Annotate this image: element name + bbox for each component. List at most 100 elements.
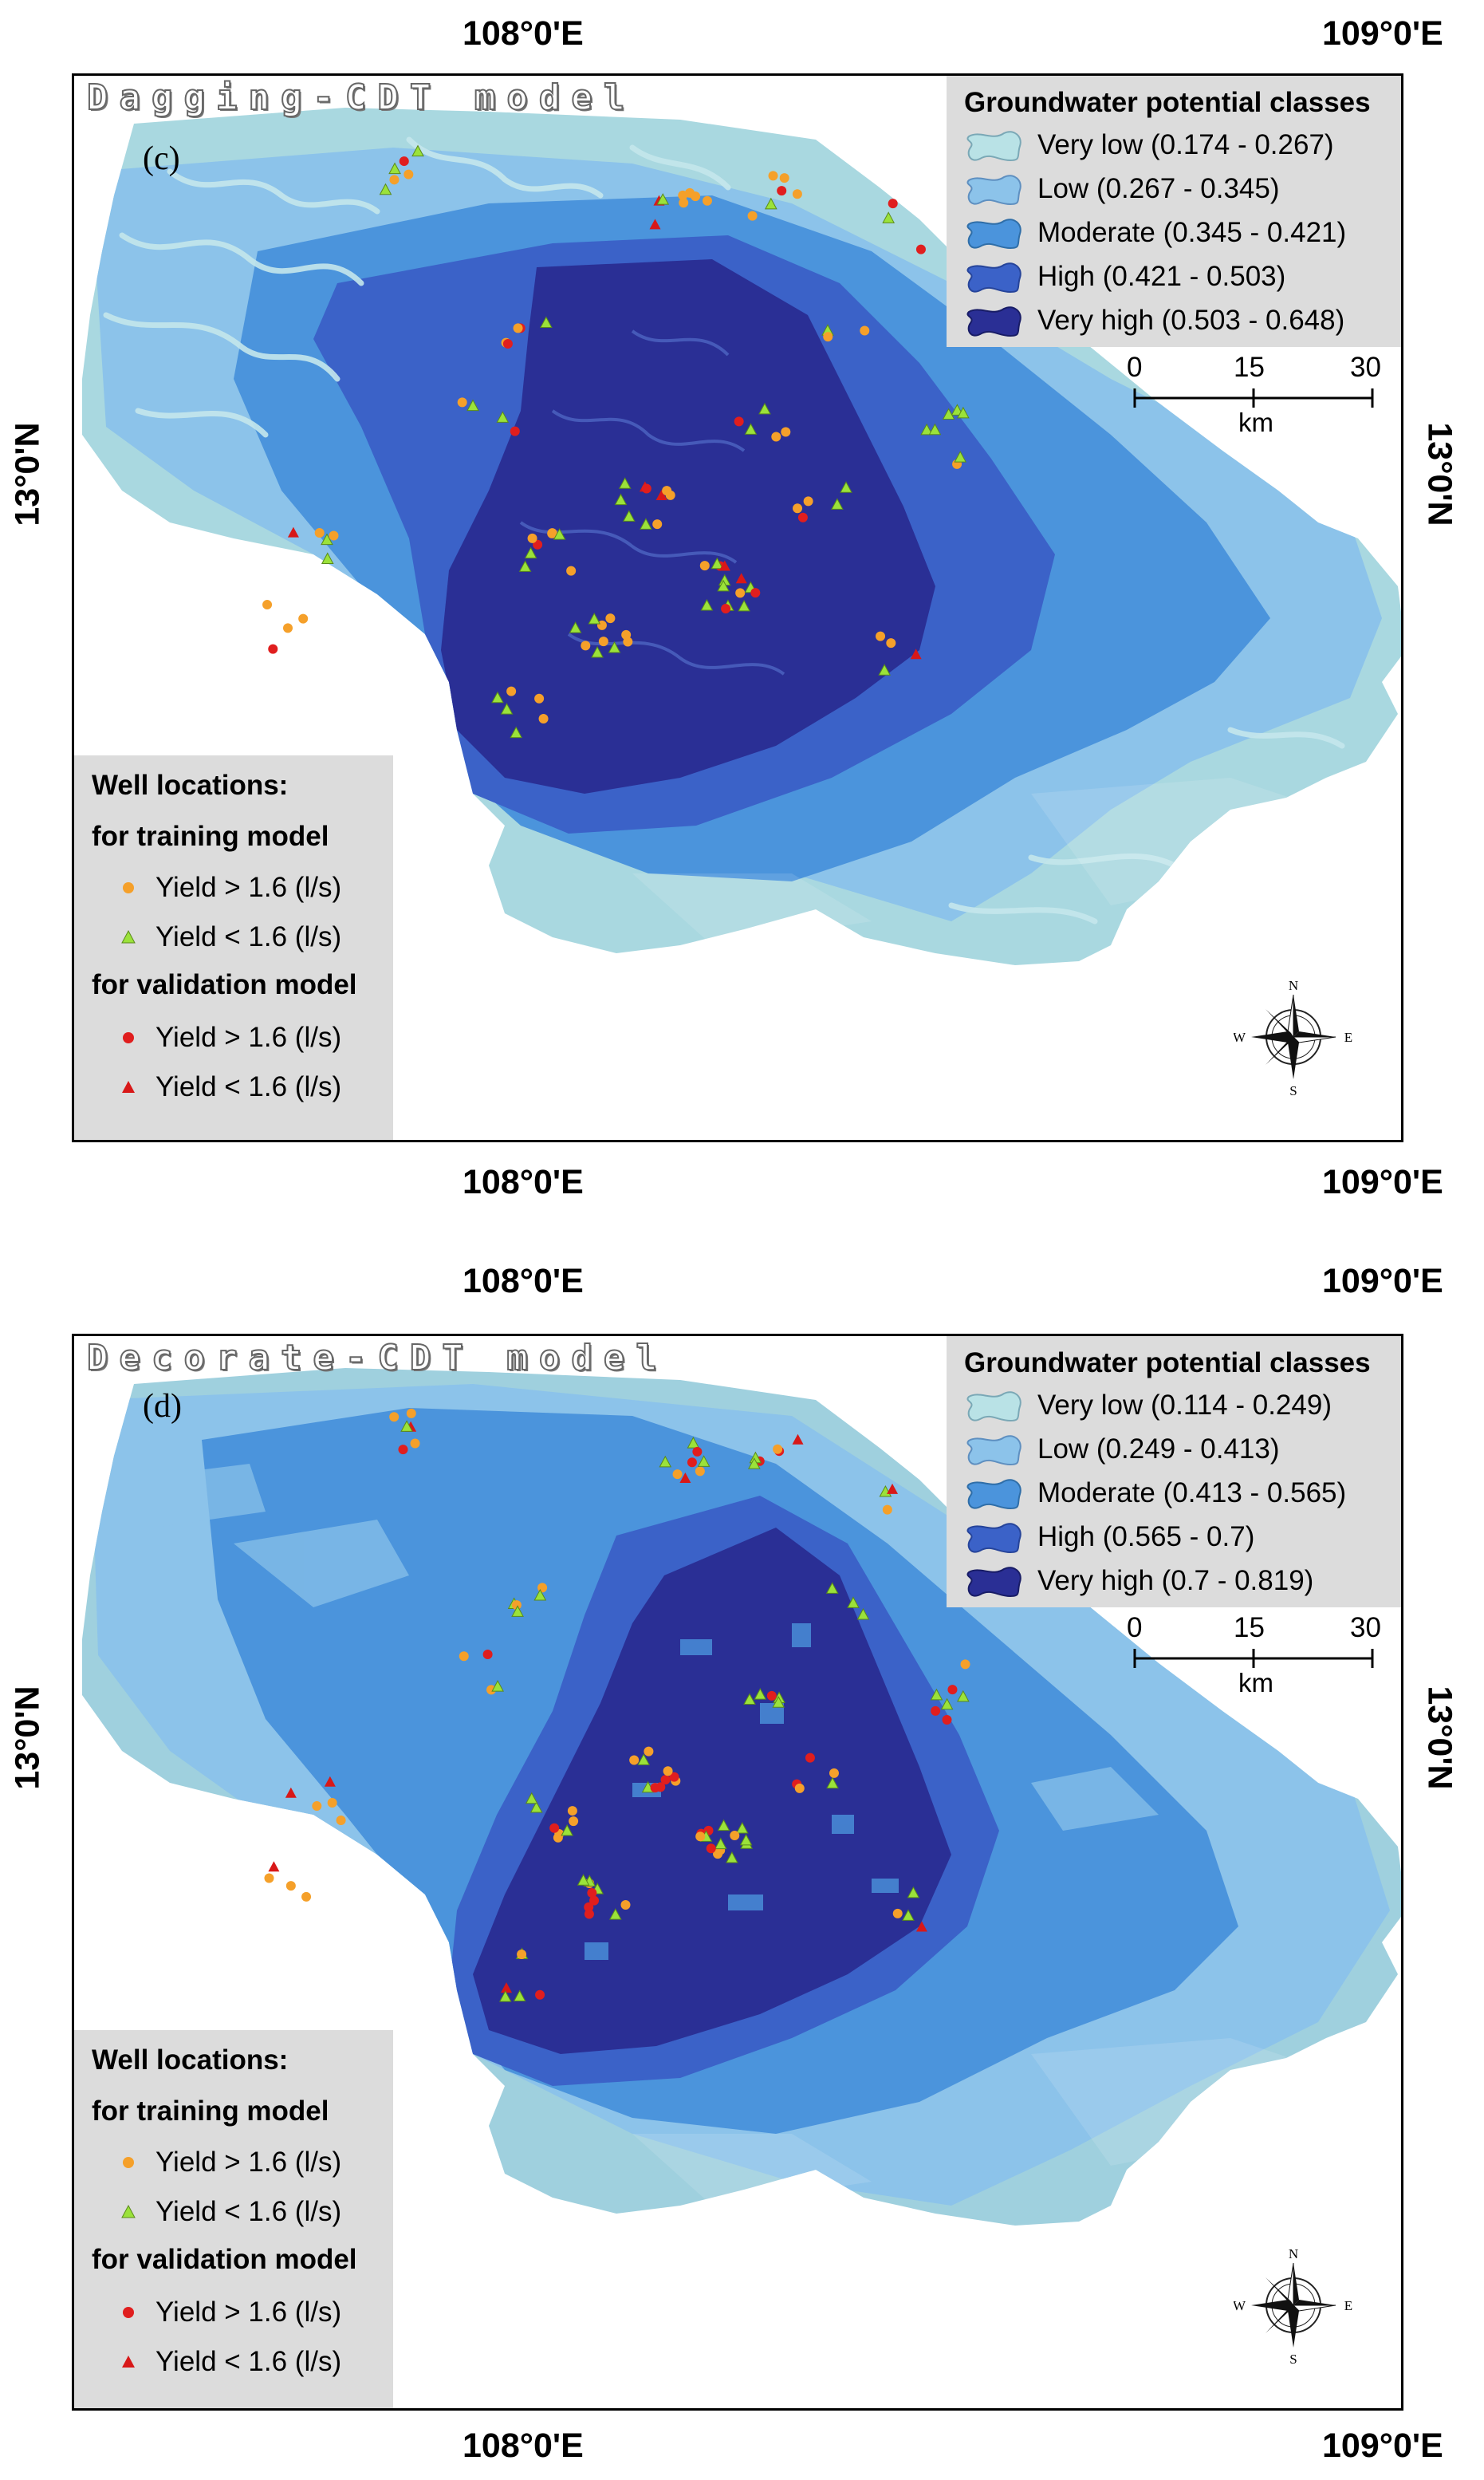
map-frame: Decorate-CDT model (d) Groundwater poten… <box>72 1334 1403 2411</box>
well-marker-training-low <box>388 162 401 175</box>
well-marker-validation-high <box>587 1887 597 1898</box>
well-marker-validation-high <box>660 1775 671 1785</box>
well-marker-training-high <box>781 427 791 437</box>
scale-tick-30: 30 <box>1350 1612 1381 1643</box>
well-marker-training-low <box>618 477 632 489</box>
wells-label: Yield < 1.6 (l/s) <box>155 1071 342 1102</box>
well-marker-training-high <box>644 1746 654 1757</box>
well-marker-training-high <box>747 211 758 221</box>
well-marker-training-high <box>336 1816 346 1826</box>
well-marker-validation-high <box>915 244 926 254</box>
well-marker-validation-high <box>650 1783 660 1793</box>
well-marker-training-high <box>527 533 537 543</box>
legend-swatch-icon <box>966 219 1021 250</box>
well-marker-training-high <box>457 397 467 408</box>
compass-west: W <box>1234 1030 1246 1045</box>
well-marker-training-low <box>411 144 424 157</box>
scale-tick-30: 30 <box>1350 352 1381 383</box>
red-circle-icon <box>123 2307 134 2318</box>
well-marker-training-high <box>672 1469 683 1480</box>
scale-line <box>1133 388 1374 408</box>
well-marker-validation-high <box>510 426 520 436</box>
compass-east: E <box>1344 2298 1352 2313</box>
well-marker-training-high <box>282 623 293 633</box>
well-marker-training-low <box>697 1455 711 1467</box>
well-marker-training-low <box>529 1800 543 1813</box>
well-marker-training-high <box>517 1949 527 1959</box>
well-marker-training-low <box>577 1874 590 1886</box>
legend-swatch-icon <box>966 1567 1021 1598</box>
well-marker-validation-high <box>706 1843 716 1854</box>
scale-line <box>1133 1649 1374 1668</box>
legend-wells: Well locations: for training model Yield… <box>74 755 393 1140</box>
wells-training-yield-low: Yield < 1.6 (l/s) <box>120 2196 341 2228</box>
well-marker-training-high <box>771 432 781 442</box>
well-marker-training-high <box>768 171 778 181</box>
well-marker-validation-high <box>692 1446 703 1457</box>
well-marker-training-high <box>679 198 689 208</box>
well-marker-training-high <box>566 566 577 576</box>
well-marker-validation-low <box>649 219 661 230</box>
compass-north: N <box>1289 978 1298 993</box>
well-marker-training-low <box>500 703 514 715</box>
well-marker-training-low <box>321 552 334 564</box>
well-marker-training-high <box>389 175 400 185</box>
legend-class-label: Very high (0.7 - 0.819) <box>1037 1565 1314 1596</box>
well-marker-training-high <box>538 713 549 723</box>
well-marker-training-high <box>792 189 802 199</box>
compass-east: E <box>1344 1030 1352 1045</box>
legend-class-label: Low (0.267 - 0.345) <box>1037 173 1280 204</box>
well-marker-training-low <box>640 518 652 530</box>
wells-title: Well locations: <box>92 770 289 801</box>
well-marker-training-high <box>605 613 616 624</box>
legend-swatch-icon <box>966 262 1021 294</box>
wells-training-yield-high: Yield > 1.6 (l/s) <box>120 872 341 904</box>
well-marker-validation-high <box>888 199 898 209</box>
scale-tick-0: 0 <box>1127 1612 1143 1643</box>
compass-south: S <box>1289 1083 1297 1097</box>
red-triangle-icon <box>122 1081 135 1093</box>
well-marker-training-high <box>860 325 870 336</box>
well-marker-training-low <box>856 1607 870 1620</box>
well-marker-training-low <box>954 451 967 463</box>
well-marker-training-high <box>262 600 273 610</box>
well-marker-training-low <box>533 1588 547 1601</box>
well-marker-training-high <box>652 519 663 530</box>
well-marker-training-low <box>735 1821 749 1834</box>
well-marker-training-high <box>773 1444 783 1454</box>
lon-label-top-right: 109°0'E <box>1322 14 1443 53</box>
lon-label-bottom-right: 109°0'E <box>1322 1163 1443 1201</box>
wells-title: Well locations: <box>92 2044 289 2076</box>
well-marker-training-high <box>823 332 833 342</box>
well-marker-training-high <box>406 1408 416 1418</box>
well-marker-validation-low <box>268 1861 280 1872</box>
well-marker-training-low <box>711 557 724 570</box>
well-marker-validation-high <box>549 1823 560 1833</box>
well-marker-training-high <box>298 613 309 624</box>
well-marker-training-low <box>496 411 510 423</box>
well-marker-training-high <box>886 638 896 649</box>
well-marker-training-low <box>637 1753 650 1765</box>
well-marker-training-high <box>537 1583 548 1593</box>
legend-class-very-low: Very low (0.114 - 0.249) <box>964 1386 1332 1425</box>
well-marker-validation-high <box>502 338 513 349</box>
well-marker-training-high <box>569 1816 579 1827</box>
lon-label-bottom-right: 109°0'E <box>1322 2427 1443 2465</box>
well-marker-validation-low <box>910 649 922 660</box>
well-marker-training-low <box>847 1596 860 1608</box>
legend-classes: Groundwater potential classes Very low (… <box>947 76 1401 347</box>
well-marker-validation-low <box>679 1473 691 1484</box>
well-marker-training-low <box>957 406 970 419</box>
compass-icon: N S E W <box>1234 2246 1352 2365</box>
legend-swatch-icon <box>966 1479 1021 1510</box>
legend-swatch-icon <box>966 1435 1021 1466</box>
well-marker-training-low <box>553 528 566 540</box>
well-marker-training-high <box>678 190 688 200</box>
well-marker-training-high <box>629 1755 640 1765</box>
well-marker-training-high <box>486 1685 497 1695</box>
well-marker-validation-low <box>324 1776 336 1787</box>
well-marker-training-high <box>803 496 813 507</box>
wells-training-yield-high: Yield > 1.6 (l/s) <box>120 2147 341 2178</box>
well-marker-validation-low <box>887 1483 899 1494</box>
well-marker-training-low <box>717 1819 730 1831</box>
